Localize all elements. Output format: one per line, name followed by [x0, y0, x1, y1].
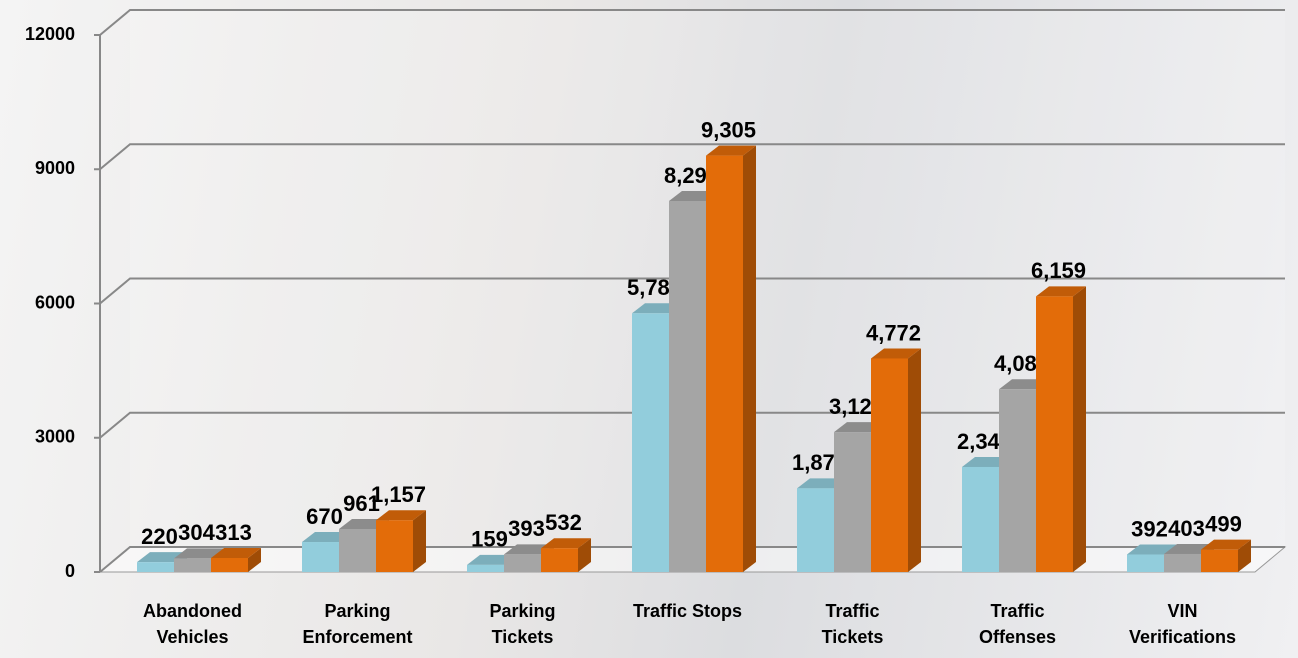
value-label: 6,159: [1031, 258, 1086, 283]
value-label: 313: [215, 520, 252, 545]
bar: [174, 558, 211, 572]
bar-top: [1201, 539, 1251, 550]
y-tick-label: 12000: [25, 24, 75, 44]
value-label: 304: [178, 520, 215, 545]
value-label: 1,157: [371, 482, 426, 507]
bar: [834, 432, 871, 572]
bar: [632, 313, 669, 572]
y-tick-label: 3000: [35, 427, 75, 447]
bar: [669, 200, 706, 572]
value-label: 532: [545, 510, 582, 535]
x-tick-label: Abandoned Vehicles: [143, 601, 242, 647]
bar-side: [908, 348, 921, 572]
bar-top: [376, 510, 426, 521]
y-tick-label: 9000: [35, 158, 75, 178]
bar-side: [743, 145, 756, 572]
grid-line: [99, 143, 1285, 171]
bar: [962, 466, 999, 572]
bar-side: [578, 538, 591, 572]
bar: [1164, 553, 1201, 572]
bar-top: [706, 145, 756, 156]
bar-top: [1036, 286, 1086, 297]
bar-side: [248, 547, 261, 572]
bar: [211, 557, 248, 572]
bar: [302, 542, 339, 572]
bar-top: [541, 538, 591, 549]
y-tick-label: 6000: [35, 292, 75, 312]
value-label: 392: [1131, 516, 1168, 541]
x-tick-label: Traffic Offenses: [978, 601, 1057, 647]
value-label: 499: [1205, 511, 1242, 536]
value-label: 4,772: [866, 320, 921, 345]
bar: [467, 564, 504, 572]
value-label: 961: [343, 491, 380, 516]
bar: [541, 548, 578, 572]
value-label: 9,305: [701, 117, 756, 142]
grid-line: [99, 277, 1285, 305]
bar: [1201, 549, 1238, 572]
bar: [797, 488, 834, 572]
bar: [871, 358, 908, 572]
grid-line: [99, 9, 1285, 36]
bar: [376, 520, 413, 572]
bar: [137, 562, 174, 572]
bar: [339, 528, 376, 572]
bar-side: [1238, 539, 1251, 572]
bar-top: [1127, 544, 1177, 555]
bar-side: [1073, 286, 1086, 572]
x-tick-label: Parking Tickets: [489, 601, 556, 647]
bar: [504, 554, 541, 572]
bar: [1127, 554, 1164, 572]
x-tick-label: Parking Enforcement: [302, 601, 413, 647]
bar-side: [413, 510, 426, 572]
bar-top: [871, 348, 921, 359]
bar: [999, 389, 1036, 572]
x-tick-label: Traffic Tickets: [821, 601, 884, 647]
value-label: 159: [471, 527, 508, 552]
bar: [1036, 296, 1073, 572]
x-tick-label: VIN Verifications: [1128, 601, 1237, 647]
bar: [706, 155, 743, 572]
value-label: 220: [141, 524, 178, 549]
value-label: 393: [508, 516, 545, 541]
bar-top: [211, 547, 261, 558]
value-label: 403: [1168, 516, 1205, 541]
x-tick-label: Traffic Stops: [632, 601, 743, 621]
y-tick-label: 0: [65, 561, 75, 581]
value-label: 670: [306, 504, 343, 529]
bar-top: [174, 548, 224, 559]
